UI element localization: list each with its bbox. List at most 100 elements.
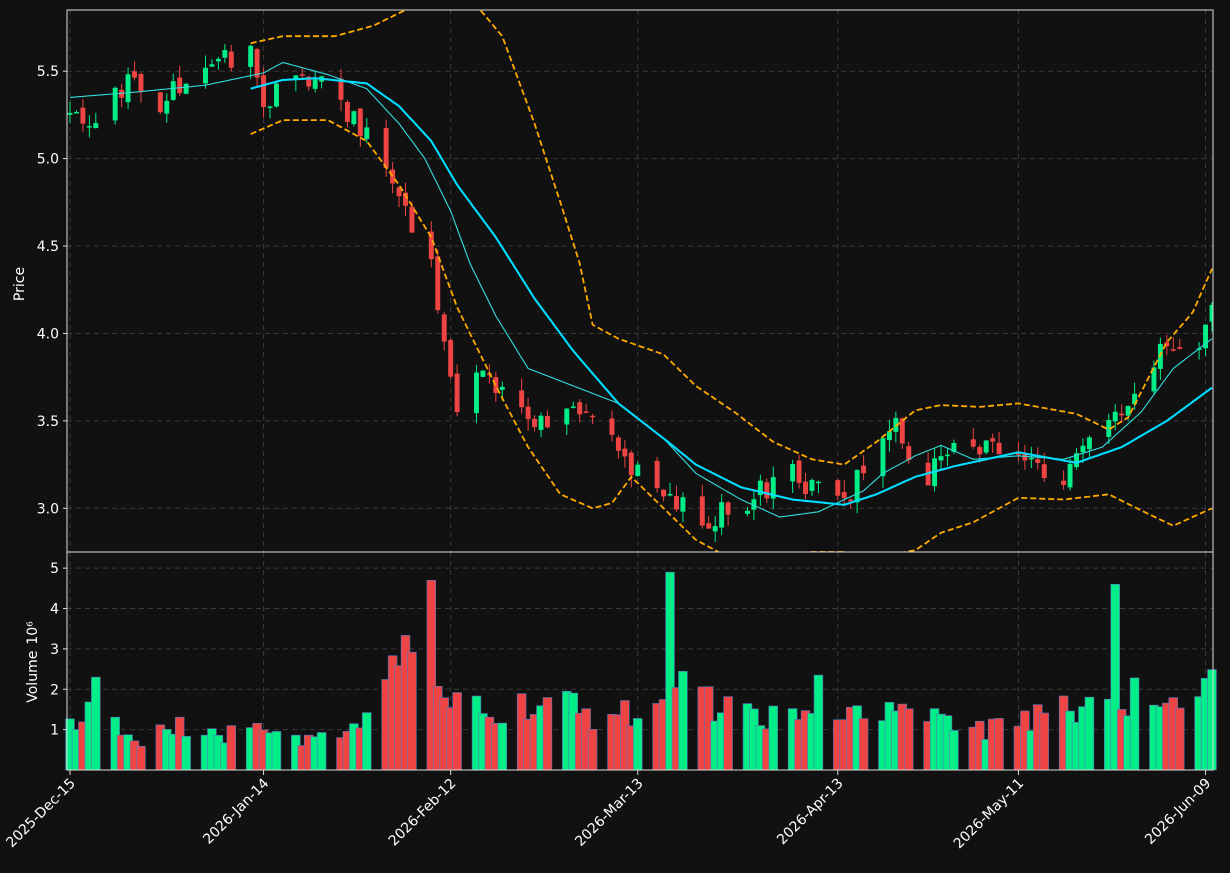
- candle: [428, 221, 434, 268]
- candle-body: [119, 89, 125, 98]
- candle-body: [1067, 463, 1073, 488]
- price-tick-label: 5.0: [37, 152, 59, 168]
- candle: [319, 75, 325, 89]
- candle-body: [209, 64, 215, 67]
- candle-body: [364, 127, 370, 139]
- candle: [990, 433, 996, 453]
- candle-body: [170, 81, 176, 100]
- candle: [770, 466, 776, 510]
- candle: [1022, 445, 1028, 470]
- candle: [635, 461, 641, 477]
- candle-body: [248, 45, 254, 67]
- volume-bar: [91, 676, 101, 771]
- candle-body: [112, 87, 118, 121]
- candle-body: [267, 106, 273, 109]
- candle-body: [1209, 304, 1213, 322]
- candle: [841, 480, 847, 507]
- candle: [132, 61, 137, 81]
- candle: [1203, 324, 1209, 357]
- candle: [622, 439, 628, 468]
- candle: [1112, 404, 1118, 431]
- volume-bar: [271, 731, 282, 771]
- sma-slow-line: [250, 77, 1213, 506]
- candle: [396, 186, 402, 208]
- candle-body: [815, 481, 821, 484]
- volume-bar: [407, 651, 417, 771]
- candle: [480, 370, 486, 378]
- candle: [125, 67, 131, 109]
- candle: [73, 110, 79, 114]
- candle: [1196, 341, 1202, 360]
- price-tick-label: 4.0: [37, 326, 59, 342]
- candle: [790, 459, 796, 494]
- volume-bar: [813, 674, 824, 771]
- volume-panel-frame: [66, 551, 1214, 771]
- candle-body: [125, 74, 131, 103]
- volume-bar: [316, 732, 327, 771]
- candle-body: [93, 123, 99, 129]
- candle: [983, 440, 989, 455]
- candle: [1106, 413, 1112, 444]
- candle: [706, 516, 712, 529]
- candle: [906, 441, 912, 464]
- volume-tick-label: 1: [50, 723, 59, 739]
- price-tick-label: 5.5: [37, 64, 59, 80]
- candle: [570, 401, 576, 409]
- volume-bar: [949, 730, 959, 771]
- candle: [661, 489, 667, 502]
- candle-body: [454, 373, 460, 413]
- candle: [293, 75, 299, 92]
- candle-body: [725, 502, 731, 515]
- candle: [944, 448, 950, 466]
- candle: [183, 82, 189, 95]
- candle-body: [751, 499, 757, 510]
- candle-body: [261, 75, 267, 108]
- x-tick-label: 2026-Jan-14: [200, 775, 272, 847]
- volume-bar: [587, 729, 598, 771]
- candle: [835, 478, 841, 501]
- volume-tick-label: 5: [50, 561, 59, 577]
- candle-body: [564, 408, 570, 425]
- candle: [886, 419, 892, 452]
- candle-body: [441, 314, 447, 342]
- candle-body: [293, 75, 299, 80]
- candle: [1157, 337, 1163, 380]
- candle-body: [583, 411, 589, 413]
- candle: [796, 454, 802, 489]
- candle: [364, 117, 370, 143]
- candle-body: [1119, 413, 1125, 416]
- volume-bar: [994, 718, 1004, 771]
- candle-body: [1203, 324, 1209, 349]
- candle-body: [215, 58, 221, 62]
- volume-axis-label: Volume10⁶: [25, 621, 41, 703]
- candle-body: [73, 112, 79, 114]
- volume-bar: [181, 736, 191, 771]
- price-ticks: 3.0 3.5 4.0 4.5 5.0 5.5: [37, 64, 67, 517]
- candle: [854, 469, 860, 514]
- volume-bar: [858, 718, 869, 771]
- candle: [938, 444, 944, 471]
- candle: [1035, 447, 1041, 470]
- candle-body: [344, 102, 350, 122]
- candle-body: [1170, 349, 1176, 351]
- candle-body: [938, 456, 944, 461]
- candle-body: [222, 50, 228, 58]
- candle: [435, 249, 441, 314]
- candle: [1170, 337, 1176, 352]
- candle-body: [1112, 411, 1118, 422]
- candle: [215, 56, 221, 70]
- candle-body: [383, 128, 389, 168]
- candle-body: [654, 460, 660, 489]
- candle: [338, 69, 344, 112]
- candle-body: [544, 416, 550, 428]
- candle-body: [428, 231, 434, 260]
- candle: [493, 372, 499, 402]
- candle: [757, 474, 763, 506]
- candle-body: [944, 454, 950, 457]
- candle: [699, 484, 705, 529]
- candle: [564, 408, 570, 435]
- candle-body: [880, 438, 886, 477]
- candle: [719, 494, 725, 535]
